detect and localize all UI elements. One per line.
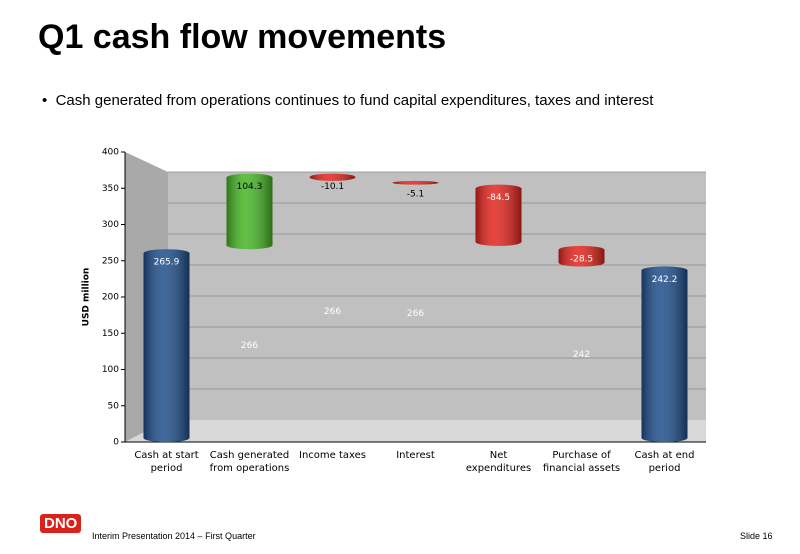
floor xyxy=(125,420,706,442)
y-tick-label: 350 xyxy=(102,184,119,194)
y-tick-label: 200 xyxy=(102,293,119,303)
bar-shade xyxy=(641,266,688,442)
value-label: -84.5 xyxy=(487,193,510,203)
y-tick-label: 0 xyxy=(113,438,119,448)
y-tick-label: 150 xyxy=(102,329,119,339)
base-label: 266 xyxy=(407,309,424,319)
bar-shade xyxy=(226,173,273,250)
x-tick-label: Interest xyxy=(396,450,435,461)
value-label: -5.1 xyxy=(407,189,425,199)
y-tick-label: 400 xyxy=(102,148,119,158)
bar-shade xyxy=(309,173,356,181)
footer-text: Interim Presentation 2014 – First Quarte… xyxy=(92,531,256,541)
x-tick-label: Cash generated from operations xyxy=(209,450,290,474)
y-tick-label: 100 xyxy=(102,365,119,375)
y-tick-label: 300 xyxy=(102,220,119,230)
bullet: • Cash generated from operations continu… xyxy=(42,92,654,109)
value-label: 104.3 xyxy=(237,182,263,192)
bar-shade xyxy=(392,180,439,185)
x-tick-label: Net expenditures xyxy=(465,450,532,474)
bar-shade xyxy=(475,184,522,246)
value-label: 242.2 xyxy=(652,275,678,285)
base-label: 242 xyxy=(573,350,590,360)
slide-title: Q1 cash flow movements xyxy=(38,18,447,56)
x-tick-label: Purchase of financial assets xyxy=(542,450,621,474)
value-label: 265.9 xyxy=(154,258,180,268)
base-label: 266 xyxy=(241,341,258,351)
x-tick-label: Cash at end period xyxy=(634,450,695,474)
x-tick-label: Cash at start period xyxy=(134,450,199,474)
base-label: 266 xyxy=(324,307,341,317)
x-tick-label: Income taxes xyxy=(299,450,366,461)
value-label: -10.1 xyxy=(321,182,344,192)
bullet-text: Cash generated from operations continues… xyxy=(55,92,654,109)
slide-number: Slide 16 xyxy=(740,531,773,541)
bar-shade xyxy=(143,249,190,442)
y-axis-label: USD million xyxy=(82,268,92,327)
bar-shade xyxy=(558,245,605,267)
y-tick-label: 250 xyxy=(102,256,119,266)
value-label: -28.5 xyxy=(570,254,593,264)
logo: DNO xyxy=(40,514,82,533)
y-tick-label: 50 xyxy=(108,401,120,411)
